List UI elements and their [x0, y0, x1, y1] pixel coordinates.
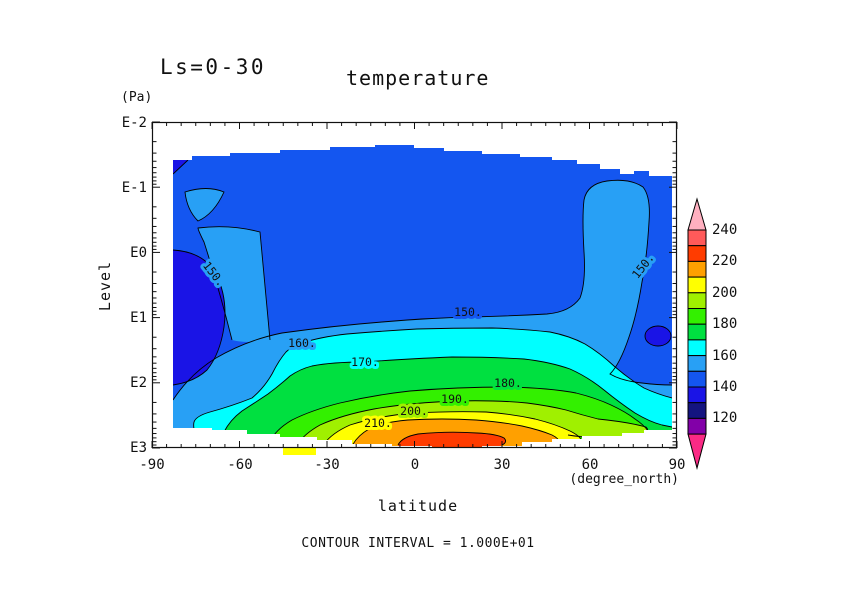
colorbar-segment	[688, 324, 706, 340]
x-axis-label: latitude	[318, 497, 518, 515]
below-axis-spill	[283, 448, 316, 455]
x-axis-unit: (degree_north)	[527, 472, 679, 487]
figure-canvas: Ls=0-30 temperature (Pa) Level E-2 E-1 E…	[0, 0, 842, 595]
colorbar-tick-180: 180	[712, 316, 737, 331]
y-tick-e-1: E-1	[97, 180, 147, 196]
contour-label-160: 160.	[288, 336, 316, 350]
colorbar-segment	[688, 434, 706, 468]
contour-interval-note: CONTOUR INTERVAL = 1.000E+01	[258, 536, 578, 551]
colorbar-tick-200: 200	[712, 285, 737, 300]
colorbar-segment	[688, 371, 706, 387]
colorbar-segment	[688, 403, 706, 419]
contour-label-150-mid: 150.	[454, 305, 482, 319]
page-title: temperature	[346, 66, 489, 90]
colorbar-segment	[688, 246, 706, 262]
y-tick-e-2: E-2	[97, 115, 147, 131]
colorbar-segment	[688, 340, 706, 356]
y-tick-e1: E1	[97, 310, 147, 326]
band-130-140-right	[645, 326, 671, 346]
colorbar-segment	[688, 261, 706, 277]
colorbar-tick-160: 160	[712, 348, 737, 363]
colorbar-segment	[688, 356, 706, 372]
x-tick--60: -60	[210, 457, 270, 473]
contour-label-180: 180.	[494, 376, 522, 390]
x-tick--30: -30	[297, 457, 357, 473]
colorbar-tick-220: 220	[712, 253, 737, 268]
colorbar-segment	[688, 293, 706, 309]
contour-label-200: 200.	[400, 404, 428, 418]
colorbar-tick-120: 120	[712, 410, 737, 425]
colorbar-segment	[688, 199, 706, 230]
y-axis-unit: (Pa)	[121, 90, 152, 105]
y-tick-e2: E2	[97, 375, 147, 391]
x-tick-30: 30	[472, 457, 532, 473]
colorbar-segment	[688, 418, 706, 434]
colorbar-tick-240: 240	[712, 222, 737, 237]
x-tick--90: -90	[122, 457, 182, 473]
x-tick-0: 0	[385, 457, 445, 473]
season-label: Ls=0-30	[160, 55, 266, 79]
colorbar-segment	[688, 230, 706, 246]
y-tick-e0: E0	[97, 245, 147, 261]
contour-label-190: 190.	[441, 392, 469, 406]
contour-plot: 150. 150. 150. 160. 170. 180. 190. 200. …	[152, 122, 677, 448]
contour-label-210: 210.	[364, 416, 392, 430]
contour-label-170: 170.	[351, 355, 379, 369]
y-tick-e3: E3	[97, 440, 147, 456]
x-tick-60: 60	[560, 457, 620, 473]
contour-fill-layers: 150. 150. 150. 160. 170. 180. 190. 200. …	[152, 122, 677, 448]
colorbar-tick-140: 140	[712, 379, 737, 394]
colorbar-segment	[688, 387, 706, 403]
colorbar-segment	[688, 309, 706, 325]
colorbar-segment	[688, 277, 706, 293]
